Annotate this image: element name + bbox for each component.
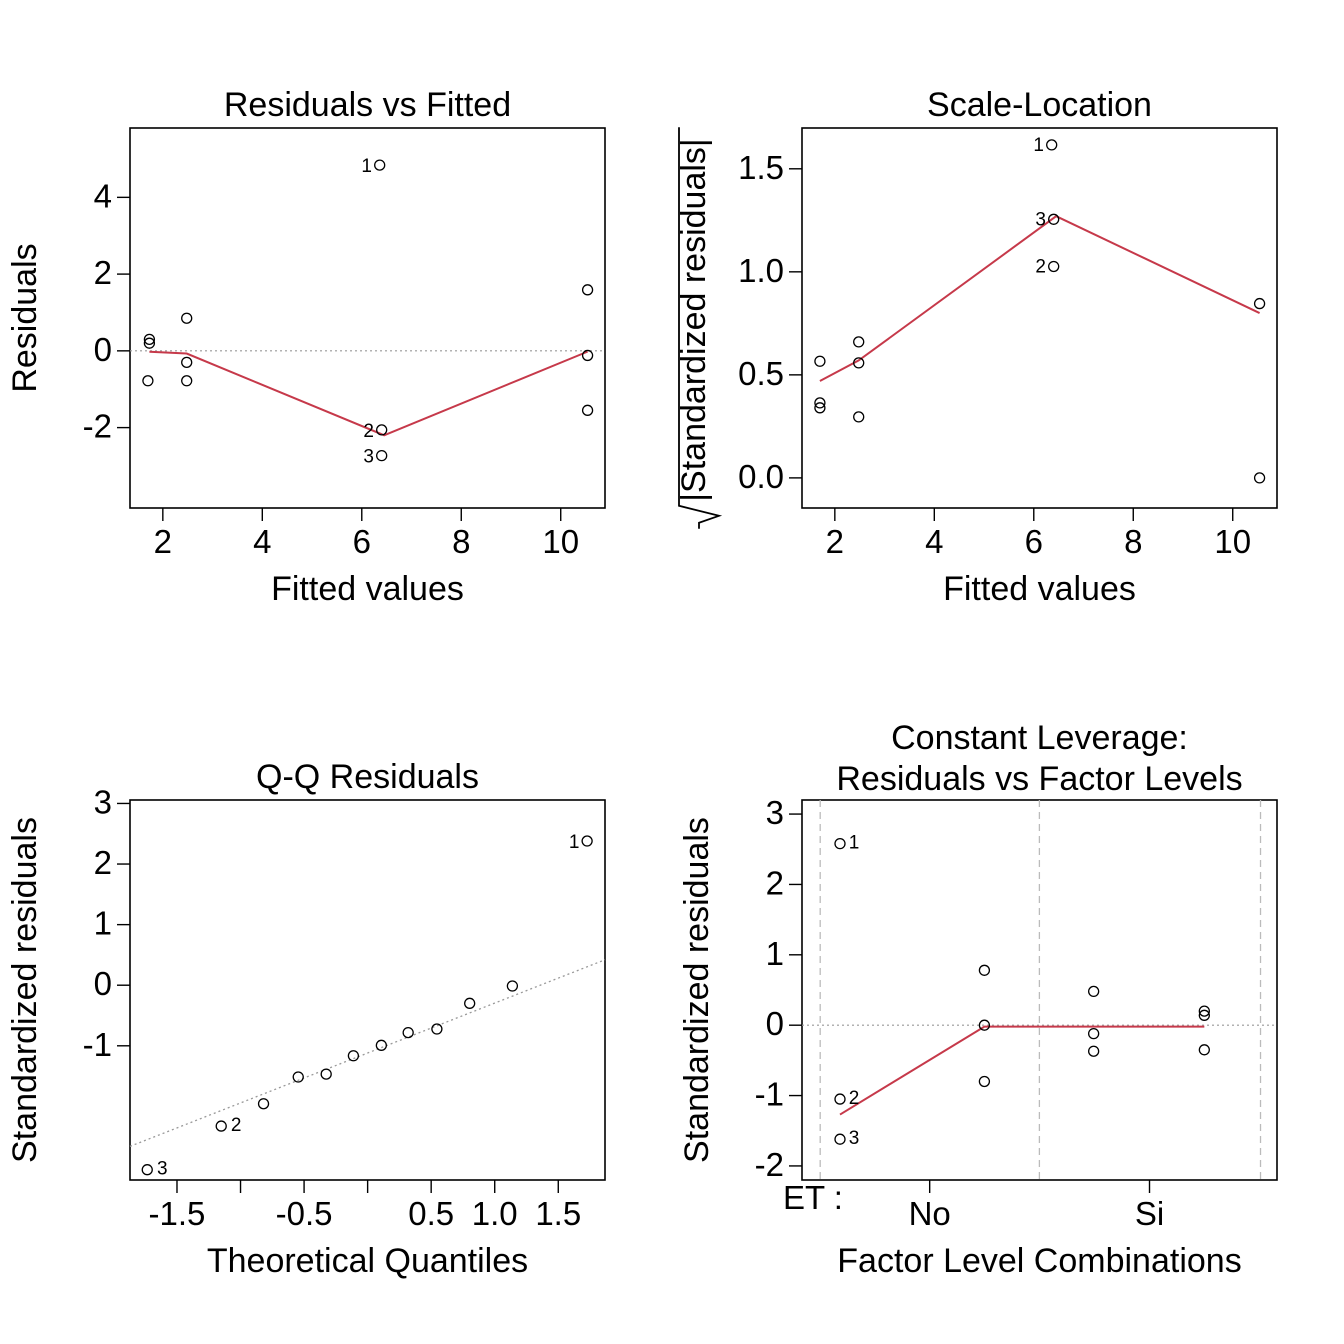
svg-text:Si: Si bbox=[1135, 1195, 1164, 1232]
svg-text:-1: -1 bbox=[755, 1076, 784, 1113]
svg-text:2: 2 bbox=[1035, 256, 1046, 277]
svg-text:1: 1 bbox=[361, 156, 372, 177]
svg-text:Residuals vs Fitted: Residuals vs Fitted bbox=[224, 86, 511, 124]
svg-text:1: 1 bbox=[569, 832, 580, 853]
svg-text:0.5: 0.5 bbox=[408, 1195, 454, 1232]
svg-text:4: 4 bbox=[94, 177, 112, 214]
svg-text:8: 8 bbox=[1124, 523, 1142, 560]
svg-text:2: 2 bbox=[849, 1088, 860, 1109]
svg-text:3: 3 bbox=[1035, 209, 1046, 230]
svg-text:Q-Q Residuals: Q-Q Residuals bbox=[256, 758, 479, 796]
svg-text:0.5: 0.5 bbox=[738, 355, 784, 392]
svg-text:2: 2 bbox=[231, 1115, 242, 1136]
svg-text:-2: -2 bbox=[83, 408, 112, 445]
svg-text:Fitted values: Fitted values bbox=[271, 570, 464, 608]
svg-text:|Standardized residuals|: |Standardized residuals| bbox=[675, 138, 713, 502]
svg-text:Constant Leverage:: Constant Leverage: bbox=[891, 719, 1188, 757]
svg-text:1.0: 1.0 bbox=[738, 252, 784, 289]
svg-text:0: 0 bbox=[94, 331, 112, 368]
svg-text:10: 10 bbox=[542, 523, 579, 560]
svg-text:Residuals: Residuals bbox=[6, 243, 44, 392]
svg-text:10: 10 bbox=[1214, 523, 1251, 560]
svg-text:-0.5: -0.5 bbox=[276, 1195, 333, 1232]
svg-text:ET :: ET : bbox=[783, 1179, 843, 1216]
svg-text:2: 2 bbox=[363, 421, 374, 442]
svg-text:1: 1 bbox=[766, 935, 784, 972]
svg-text:4: 4 bbox=[925, 523, 943, 560]
svg-text:Residuals vs Factor Levels: Residuals vs Factor Levels bbox=[836, 760, 1242, 798]
svg-text:2: 2 bbox=[826, 523, 844, 560]
svg-text:Standardized residuals: Standardized residuals bbox=[678, 817, 716, 1163]
svg-text:0: 0 bbox=[94, 965, 112, 1002]
svg-text:1.5: 1.5 bbox=[535, 1195, 581, 1232]
svg-text:4: 4 bbox=[253, 523, 271, 560]
svg-text:2: 2 bbox=[154, 523, 172, 560]
svg-text:2: 2 bbox=[94, 254, 112, 291]
svg-text:3: 3 bbox=[766, 794, 784, 831]
svg-text:Standardized residuals: Standardized residuals bbox=[6, 817, 44, 1163]
svg-text:2: 2 bbox=[766, 864, 784, 901]
svg-text:Theoretical Quantiles: Theoretical Quantiles bbox=[207, 1242, 528, 1280]
svg-text:0.0: 0.0 bbox=[738, 458, 784, 495]
svg-text:8: 8 bbox=[452, 523, 470, 560]
svg-text:-1.5: -1.5 bbox=[149, 1195, 206, 1232]
svg-text:1.0: 1.0 bbox=[472, 1195, 518, 1232]
svg-text:2: 2 bbox=[94, 844, 112, 881]
svg-text:3: 3 bbox=[157, 1159, 168, 1180]
svg-text:1: 1 bbox=[94, 905, 112, 942]
svg-text:1: 1 bbox=[849, 833, 860, 854]
svg-text:0: 0 bbox=[766, 1005, 784, 1042]
svg-text:-1: -1 bbox=[83, 1026, 112, 1063]
svg-text:1.5: 1.5 bbox=[738, 149, 784, 186]
svg-text:3: 3 bbox=[849, 1128, 860, 1149]
svg-text:6: 6 bbox=[353, 523, 371, 560]
svg-text:3: 3 bbox=[363, 447, 374, 468]
svg-text:-2: -2 bbox=[755, 1146, 784, 1183]
svg-text:Scale-Location: Scale-Location bbox=[927, 86, 1152, 124]
svg-text:Factor Level Combinations: Factor Level Combinations bbox=[837, 1242, 1241, 1280]
svg-text:No: No bbox=[909, 1195, 951, 1232]
svg-text:Fitted values: Fitted values bbox=[943, 570, 1136, 608]
svg-text:3: 3 bbox=[94, 783, 112, 820]
svg-text:6: 6 bbox=[1025, 523, 1043, 560]
svg-text:1: 1 bbox=[1033, 135, 1044, 156]
